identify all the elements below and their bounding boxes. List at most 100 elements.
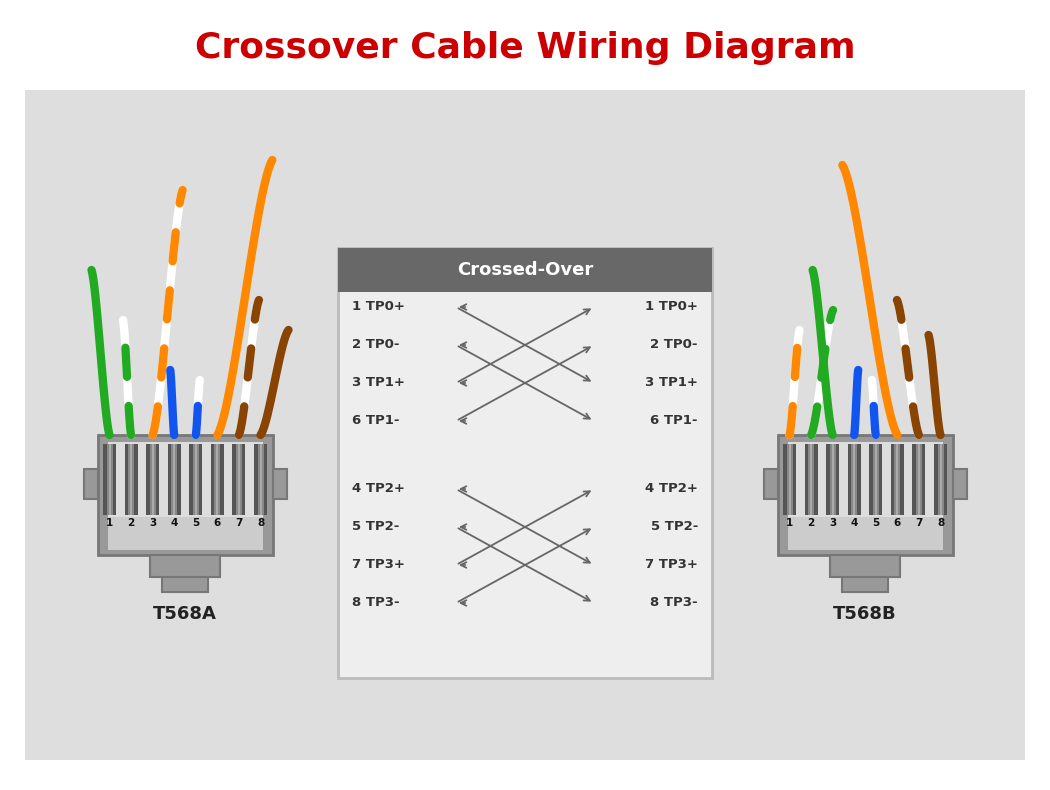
Bar xyxy=(162,577,208,592)
Text: 8 TP3-: 8 TP3- xyxy=(650,596,698,610)
Text: Crossover Cable Wiring Diagram: Crossover Cable Wiring Diagram xyxy=(194,31,856,65)
Text: 2 TP0-: 2 TP0- xyxy=(352,338,399,352)
Text: T568A: T568A xyxy=(153,605,217,623)
Bar xyxy=(273,468,287,498)
Bar xyxy=(216,444,218,514)
Bar xyxy=(830,444,836,514)
Text: 6 TP1-: 6 TP1- xyxy=(651,415,698,427)
Text: 6 TP1-: 6 TP1- xyxy=(352,415,399,427)
Text: 1 TP0+: 1 TP0+ xyxy=(645,300,698,314)
Bar xyxy=(763,468,777,498)
Bar xyxy=(832,444,834,514)
Bar xyxy=(854,444,855,514)
Text: 2: 2 xyxy=(127,517,134,528)
Text: 3 TP1+: 3 TP1+ xyxy=(352,377,405,389)
Text: 6: 6 xyxy=(894,517,901,528)
Bar xyxy=(912,444,925,514)
Bar xyxy=(259,444,261,514)
Bar xyxy=(810,444,812,514)
Bar xyxy=(150,444,155,514)
Bar xyxy=(238,444,240,514)
Bar xyxy=(830,555,900,577)
Bar xyxy=(897,444,899,514)
Bar xyxy=(842,577,888,592)
Bar xyxy=(918,444,920,514)
Bar xyxy=(108,444,110,514)
Text: 2: 2 xyxy=(807,517,815,528)
Text: 7 TP3+: 7 TP3+ xyxy=(645,559,698,571)
Text: 1: 1 xyxy=(106,517,113,528)
Bar xyxy=(875,444,877,514)
Text: 5: 5 xyxy=(873,517,880,528)
Bar xyxy=(171,444,177,514)
Text: 8: 8 xyxy=(937,517,944,528)
Bar xyxy=(195,444,196,514)
Text: 4 TP2+: 4 TP2+ xyxy=(645,483,698,495)
Bar xyxy=(193,444,198,514)
Bar xyxy=(786,444,793,514)
Text: 5 TP2-: 5 TP2- xyxy=(352,521,399,533)
Text: 7: 7 xyxy=(235,517,243,528)
Text: 3: 3 xyxy=(830,517,836,528)
Bar xyxy=(257,444,264,514)
Bar xyxy=(98,435,273,555)
Bar xyxy=(783,444,796,514)
Text: 7 TP3+: 7 TP3+ xyxy=(352,559,405,571)
Bar xyxy=(189,444,203,514)
Bar xyxy=(789,444,791,514)
Bar xyxy=(25,90,1025,760)
Text: 8 TP3-: 8 TP3- xyxy=(352,596,400,610)
Text: 8: 8 xyxy=(257,517,265,528)
Bar xyxy=(952,468,966,498)
Bar xyxy=(128,444,134,514)
Text: 3 TP1+: 3 TP1+ xyxy=(645,377,698,389)
Bar xyxy=(938,444,944,514)
Bar xyxy=(130,444,132,514)
Bar xyxy=(125,444,138,514)
Text: 3: 3 xyxy=(149,517,156,528)
Text: 4: 4 xyxy=(170,517,177,528)
Bar xyxy=(107,517,262,550)
Text: 5 TP2-: 5 TP2- xyxy=(651,521,698,533)
Text: 2 TP0-: 2 TP0- xyxy=(651,338,698,352)
Bar xyxy=(808,444,814,514)
Bar xyxy=(940,444,942,514)
Bar xyxy=(847,444,861,514)
Bar xyxy=(890,444,904,514)
Text: 1 TP0+: 1 TP0+ xyxy=(352,300,405,314)
Bar xyxy=(106,444,112,514)
Bar xyxy=(852,444,857,514)
Bar xyxy=(84,468,98,498)
Bar xyxy=(232,444,246,514)
Bar xyxy=(103,444,116,514)
Bar xyxy=(151,444,153,514)
Bar xyxy=(168,444,181,514)
Bar xyxy=(916,444,922,514)
Text: 4: 4 xyxy=(850,517,858,528)
Bar xyxy=(934,444,947,514)
Text: 1: 1 xyxy=(785,517,793,528)
Bar xyxy=(788,517,943,550)
Bar xyxy=(869,444,882,514)
Bar xyxy=(873,444,879,514)
Bar xyxy=(777,435,952,555)
Text: 7: 7 xyxy=(916,517,923,528)
Bar xyxy=(338,248,712,292)
Bar xyxy=(826,444,839,514)
Bar xyxy=(146,444,160,514)
Bar xyxy=(211,444,224,514)
Bar xyxy=(150,555,220,577)
Text: Crossed-Over: Crossed-Over xyxy=(457,261,593,279)
Text: 6: 6 xyxy=(214,517,220,528)
Bar xyxy=(338,248,712,678)
Text: 4 TP2+: 4 TP2+ xyxy=(352,483,405,495)
Bar xyxy=(804,444,818,514)
Text: T568B: T568B xyxy=(834,605,897,623)
Bar xyxy=(173,444,175,514)
Bar xyxy=(254,444,267,514)
Bar xyxy=(214,444,220,514)
Bar xyxy=(895,444,900,514)
Text: 5: 5 xyxy=(192,517,200,528)
Bar xyxy=(788,442,943,517)
Bar xyxy=(236,444,242,514)
